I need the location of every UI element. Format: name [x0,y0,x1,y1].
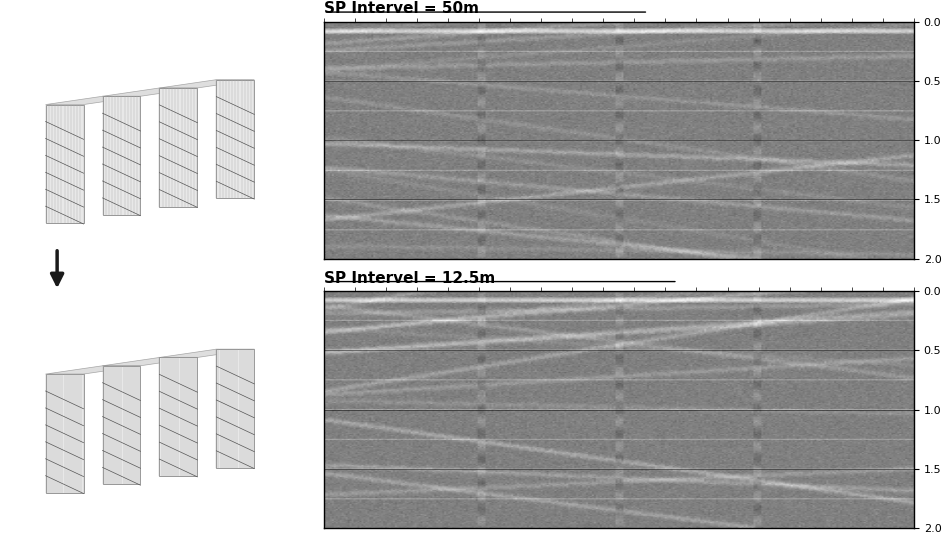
Polygon shape [103,366,141,485]
Polygon shape [103,357,197,366]
Polygon shape [103,96,141,215]
Polygon shape [159,349,254,357]
Polygon shape [46,366,141,374]
Polygon shape [46,96,141,105]
Polygon shape [103,88,197,96]
Polygon shape [46,105,84,223]
Text: SP Intervel = 50m: SP Intervel = 50m [324,1,479,16]
Polygon shape [159,88,197,206]
Polygon shape [159,357,197,476]
Polygon shape [159,80,254,88]
Polygon shape [46,374,84,493]
Text: SP Intervel = 12.5m: SP Intervel = 12.5m [324,271,495,286]
Polygon shape [216,349,254,468]
Polygon shape [216,80,254,198]
